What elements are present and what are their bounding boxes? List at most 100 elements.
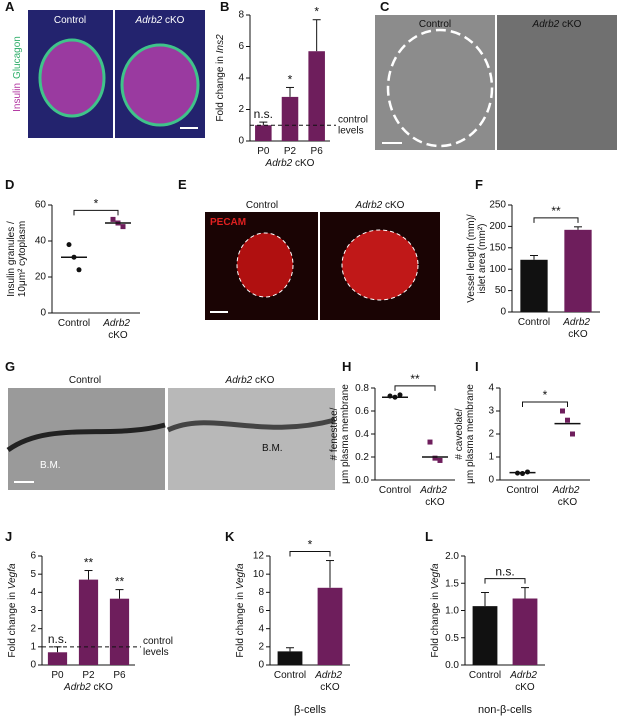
- y-tick-label: 0: [488, 475, 494, 486]
- bar: [78, 579, 99, 665]
- significance-label: **: [551, 204, 561, 218]
- significance-label: *: [314, 5, 319, 19]
- y-tick-label: 60: [35, 200, 47, 211]
- data-point: [110, 216, 116, 222]
- y-tick-label: 0: [258, 660, 264, 671]
- y-tick-label: 4: [30, 587, 36, 598]
- panel-letter: B: [220, 0, 229, 14]
- y-tick-label: 0.2: [355, 452, 369, 463]
- y-tick-label: 1: [30, 641, 36, 652]
- stain-label: PECAM: [210, 217, 246, 228]
- footnote: non-β-cells: [478, 704, 533, 716]
- image-label: Control: [69, 375, 101, 386]
- significance-bracket: [522, 401, 568, 407]
- y-tick-label: 250: [489, 200, 506, 211]
- y-tick-label: 0.5: [445, 632, 459, 643]
- y-tick-label: 1: [488, 452, 494, 463]
- significance-label: **: [115, 575, 125, 589]
- y-tick-label: 0.6: [355, 406, 369, 417]
- image-label: Control: [419, 19, 451, 30]
- panel-letter: D: [5, 177, 14, 192]
- y-tick-label: 8: [238, 10, 244, 21]
- y-axis-label: # caveolae/: [454, 408, 465, 459]
- y-tick-label: 20: [35, 272, 47, 283]
- bar: [317, 587, 343, 665]
- reference-label: control: [143, 635, 173, 646]
- axis: [51, 205, 140, 314]
- significance-label: *: [94, 197, 99, 211]
- x-tick-label: P6: [113, 670, 126, 681]
- y-tick-label: 4: [488, 383, 494, 394]
- image-label: Control: [54, 15, 86, 26]
- panel-letter: I: [475, 359, 479, 374]
- image-label: Adrb2 cKO: [355, 200, 405, 211]
- x-tick-label: Control: [274, 670, 306, 681]
- bar: [109, 598, 130, 665]
- data-point: [427, 439, 433, 445]
- panel-letter: A: [5, 0, 15, 14]
- bar: [512, 598, 538, 665]
- x-axis-label: Adrb2 cKO: [63, 682, 113, 693]
- y-tick-label: 100: [489, 264, 506, 275]
- micrograph: [497, 15, 617, 150]
- y-axis-label: Fold change in Vegfa: [7, 563, 18, 658]
- panel-letter: F: [475, 177, 483, 192]
- panel-letter: G: [5, 359, 15, 374]
- islet-outline: [236, 232, 294, 298]
- y-tick-label: 2: [258, 641, 264, 652]
- y-axis-label: Vessel length (mm)/: [466, 214, 477, 303]
- panel-letter: E: [178, 177, 187, 192]
- y-axis-label: 10μm² cytoplasm: [17, 221, 28, 297]
- data-point: [66, 242, 72, 248]
- y-tick-label: 200: [489, 221, 506, 232]
- stain-label: Insulin: [12, 83, 23, 112]
- x-tick-label: Control: [506, 485, 538, 496]
- x-tick-label: Adrb2 cKO: [509, 670, 539, 693]
- y-tick-label: 3: [488, 406, 494, 417]
- x-tick-label: Control: [469, 670, 501, 681]
- significance-label: **: [84, 556, 94, 570]
- data-point: [432, 455, 438, 461]
- micrograph: [168, 388, 335, 490]
- reference-label: levels: [143, 646, 169, 657]
- bar: [564, 229, 592, 312]
- y-tick-label: 0.0: [445, 660, 459, 671]
- x-tick-label: P0: [51, 670, 64, 681]
- y-axis-label: Fold change in Vegfa: [235, 563, 246, 658]
- bar: [255, 125, 272, 141]
- panel-letter: K: [225, 529, 235, 544]
- y-tick-label: 2: [238, 104, 244, 115]
- y-axis-label: islet area (mm²): [477, 223, 488, 293]
- y-tick-label: 0: [238, 136, 244, 147]
- significance-label: **: [410, 372, 420, 386]
- significance-label: *: [543, 388, 548, 402]
- y-tick-label: 10: [253, 569, 265, 580]
- islet: [38, 38, 106, 118]
- significance-label: *: [308, 538, 313, 552]
- y-tick-label: 4: [258, 623, 264, 634]
- y-tick-label: 6: [258, 605, 264, 616]
- y-tick-label: 40: [35, 236, 47, 247]
- x-tick-label: Adrb2 cKO: [102, 318, 132, 341]
- stain-label: Insulin Glucagon: [12, 36, 23, 112]
- x-tick-label: Control: [518, 317, 550, 328]
- y-tick-label: 3: [30, 605, 36, 616]
- panel-letter: L: [425, 529, 433, 544]
- y-axis-label: μm plasma membrane: [340, 384, 351, 484]
- reference-label: levels: [338, 125, 364, 136]
- bar: [308, 51, 325, 141]
- panel-letter: H: [342, 359, 351, 374]
- x-tick-label: Adrb2 cKO: [562, 317, 592, 340]
- image-label: Control: [246, 200, 278, 211]
- annotation: B.M.: [262, 443, 283, 454]
- data-point: [120, 224, 126, 230]
- image-label: Adrb2 cKO: [135, 15, 185, 26]
- significance-label: n.s.: [48, 632, 67, 646]
- y-tick-label: 6: [238, 41, 244, 52]
- membrane: [6, 422, 166, 453]
- x-tick-label: P6: [311, 146, 324, 157]
- x-tick-label: P2: [284, 146, 297, 157]
- y-tick-label: 0: [30, 660, 36, 671]
- micrograph: [375, 15, 495, 150]
